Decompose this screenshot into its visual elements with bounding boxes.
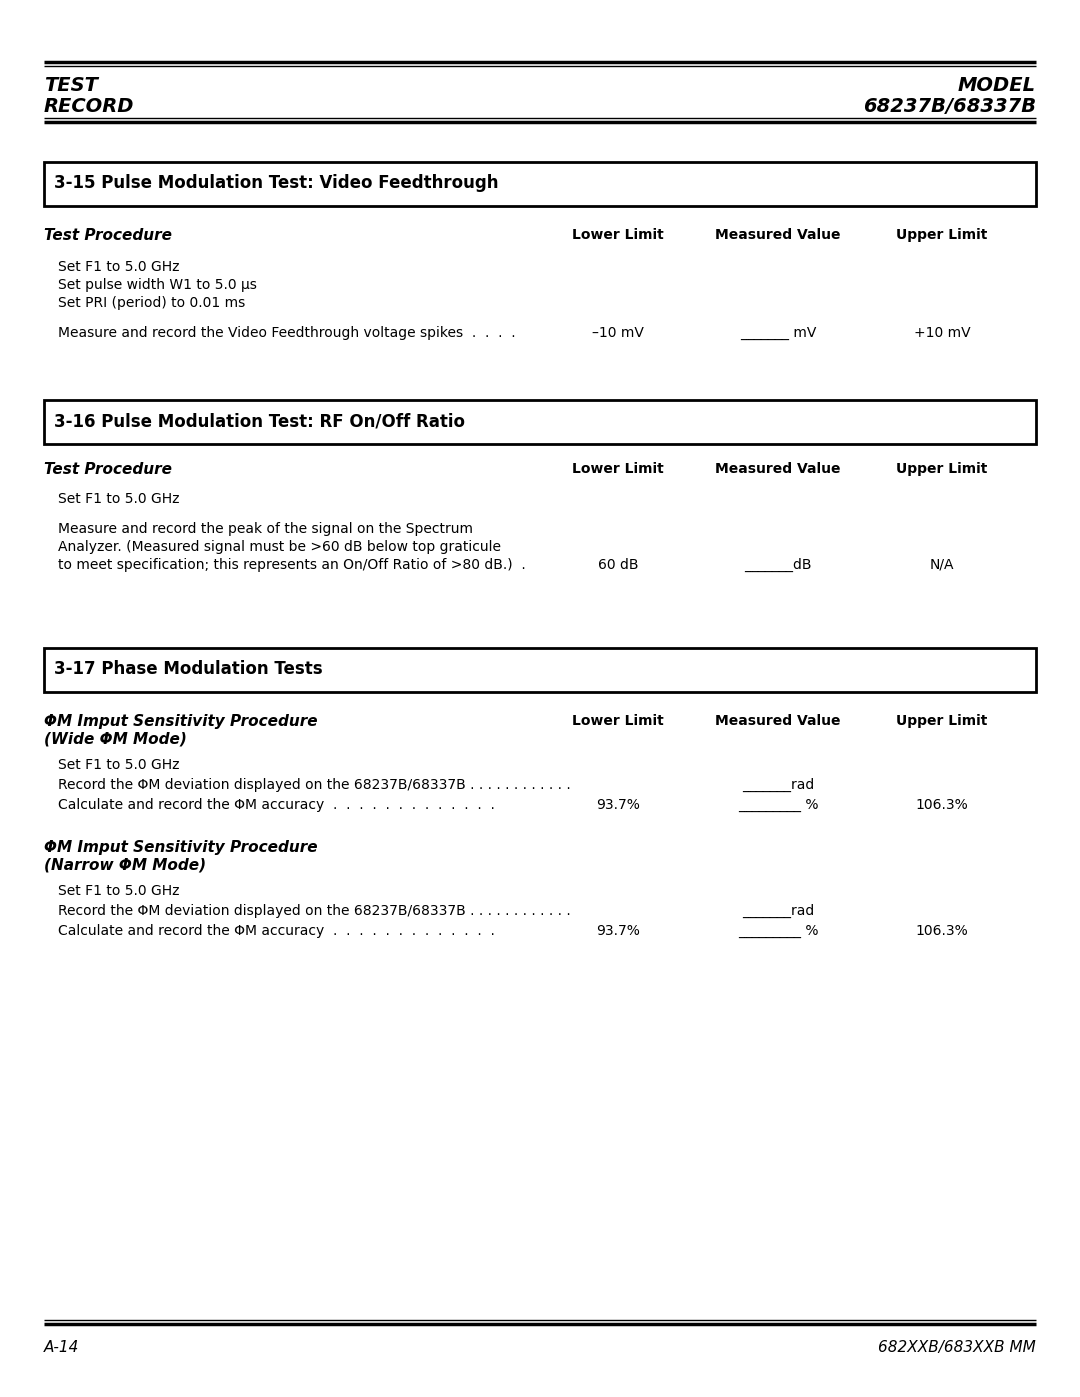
Text: Measure and record the Video Feedthrough voltage spikes  .  .  .  .: Measure and record the Video Feedthrough…	[58, 326, 515, 339]
Text: 106.3%: 106.3%	[916, 798, 969, 812]
Text: 68237B/68337B: 68237B/68337B	[863, 96, 1036, 116]
Text: Test Procedure: Test Procedure	[44, 228, 172, 243]
Text: ΦM Imput Sensitivity Procedure: ΦM Imput Sensitivity Procedure	[44, 840, 318, 855]
Text: Set F1 to 5.0 GHz: Set F1 to 5.0 GHz	[58, 260, 179, 274]
Text: _________ %: _________ %	[738, 923, 819, 937]
Text: 93.7%: 93.7%	[596, 923, 640, 937]
Text: 682XXB/683XXB MM: 682XXB/683XXB MM	[878, 1340, 1036, 1355]
Text: RECORD: RECORD	[44, 96, 135, 116]
Text: Measured Value: Measured Value	[715, 462, 840, 476]
Text: +10 mV: +10 mV	[914, 326, 970, 339]
Text: _______ mV: _______ mV	[740, 326, 816, 339]
Text: ΦM Imput Sensitivity Procedure: ΦM Imput Sensitivity Procedure	[44, 714, 318, 729]
Text: 60 dB: 60 dB	[597, 557, 638, 571]
Text: MODEL: MODEL	[958, 75, 1036, 95]
Text: Record the ΦM deviation displayed on the 68237B/68337B . . . . . . . . . . . .: Record the ΦM deviation displayed on the…	[58, 904, 570, 918]
Bar	[44, 648, 1036, 692]
Text: Upper Limit: Upper Limit	[896, 714, 988, 728]
Text: _________ %: _________ %	[738, 798, 819, 812]
Text: 3-17 Phase Modulation Tests: 3-17 Phase Modulation Tests	[54, 659, 323, 678]
Text: to meet specification; this represents an On/Off Ratio of >80 dB.)  .: to meet specification; this represents a…	[58, 557, 526, 571]
Text: Calculate and record the ΦM accuracy  .  .  .  .  .  .  .  .  .  .  .  .  .: Calculate and record the ΦM accuracy . .…	[58, 798, 495, 812]
Text: (Narrow ΦM Mode): (Narrow ΦM Mode)	[44, 858, 206, 873]
Text: 106.3%: 106.3%	[916, 923, 969, 937]
Text: Lower Limit: Lower Limit	[572, 714, 664, 728]
Text: Analyzer. (Measured signal must be >60 dB below top graticule: Analyzer. (Measured signal must be >60 d…	[58, 541, 501, 555]
Text: Lower Limit: Lower Limit	[572, 462, 664, 476]
Text: A-14: A-14	[44, 1340, 79, 1355]
Text: Measured Value: Measured Value	[715, 228, 840, 242]
Text: N/A: N/A	[930, 557, 955, 571]
Text: Record the ΦM deviation displayed on the 68237B/68337B . . . . . . . . . . . .: Record the ΦM deviation displayed on the…	[58, 778, 570, 792]
Bar	[44, 162, 1036, 205]
Text: Measure and record the peak of the signal on the Spectrum: Measure and record the peak of the signa…	[58, 522, 473, 536]
Text: Set pulse width W1 to 5.0 μs: Set pulse width W1 to 5.0 μs	[58, 278, 257, 292]
Text: Set F1 to 5.0 GHz: Set F1 to 5.0 GHz	[58, 492, 179, 506]
Text: –10 mV: –10 mV	[592, 326, 644, 339]
Text: Calculate and record the ΦM accuracy  .  .  .  .  .  .  .  .  .  .  .  .  .: Calculate and record the ΦM accuracy . .…	[58, 923, 495, 937]
Text: _______dB: _______dB	[744, 557, 812, 573]
Text: Lower Limit: Lower Limit	[572, 228, 664, 242]
Text: _______rad: _______rad	[742, 778, 814, 792]
Text: 3-16 Pulse Modulation Test: RF On/Off Ratio: 3-16 Pulse Modulation Test: RF On/Off Ra…	[54, 412, 465, 430]
Text: Upper Limit: Upper Limit	[896, 228, 988, 242]
Text: (Wide ΦM Mode): (Wide ΦM Mode)	[44, 732, 187, 747]
Bar	[44, 400, 1036, 444]
Text: 93.7%: 93.7%	[596, 798, 640, 812]
Text: Measured Value: Measured Value	[715, 714, 840, 728]
Text: Test Procedure: Test Procedure	[44, 462, 172, 476]
Text: Upper Limit: Upper Limit	[896, 462, 988, 476]
Text: _______rad: _______rad	[742, 904, 814, 918]
Text: Set PRI (period) to 0.01 ms: Set PRI (period) to 0.01 ms	[58, 296, 245, 310]
Text: 3-15 Pulse Modulation Test: Video Feedthrough: 3-15 Pulse Modulation Test: Video Feedth…	[54, 175, 499, 191]
Text: TEST: TEST	[44, 75, 98, 95]
Text: Set F1 to 5.0 GHz: Set F1 to 5.0 GHz	[58, 884, 179, 898]
Text: Set F1 to 5.0 GHz: Set F1 to 5.0 GHz	[58, 759, 179, 773]
